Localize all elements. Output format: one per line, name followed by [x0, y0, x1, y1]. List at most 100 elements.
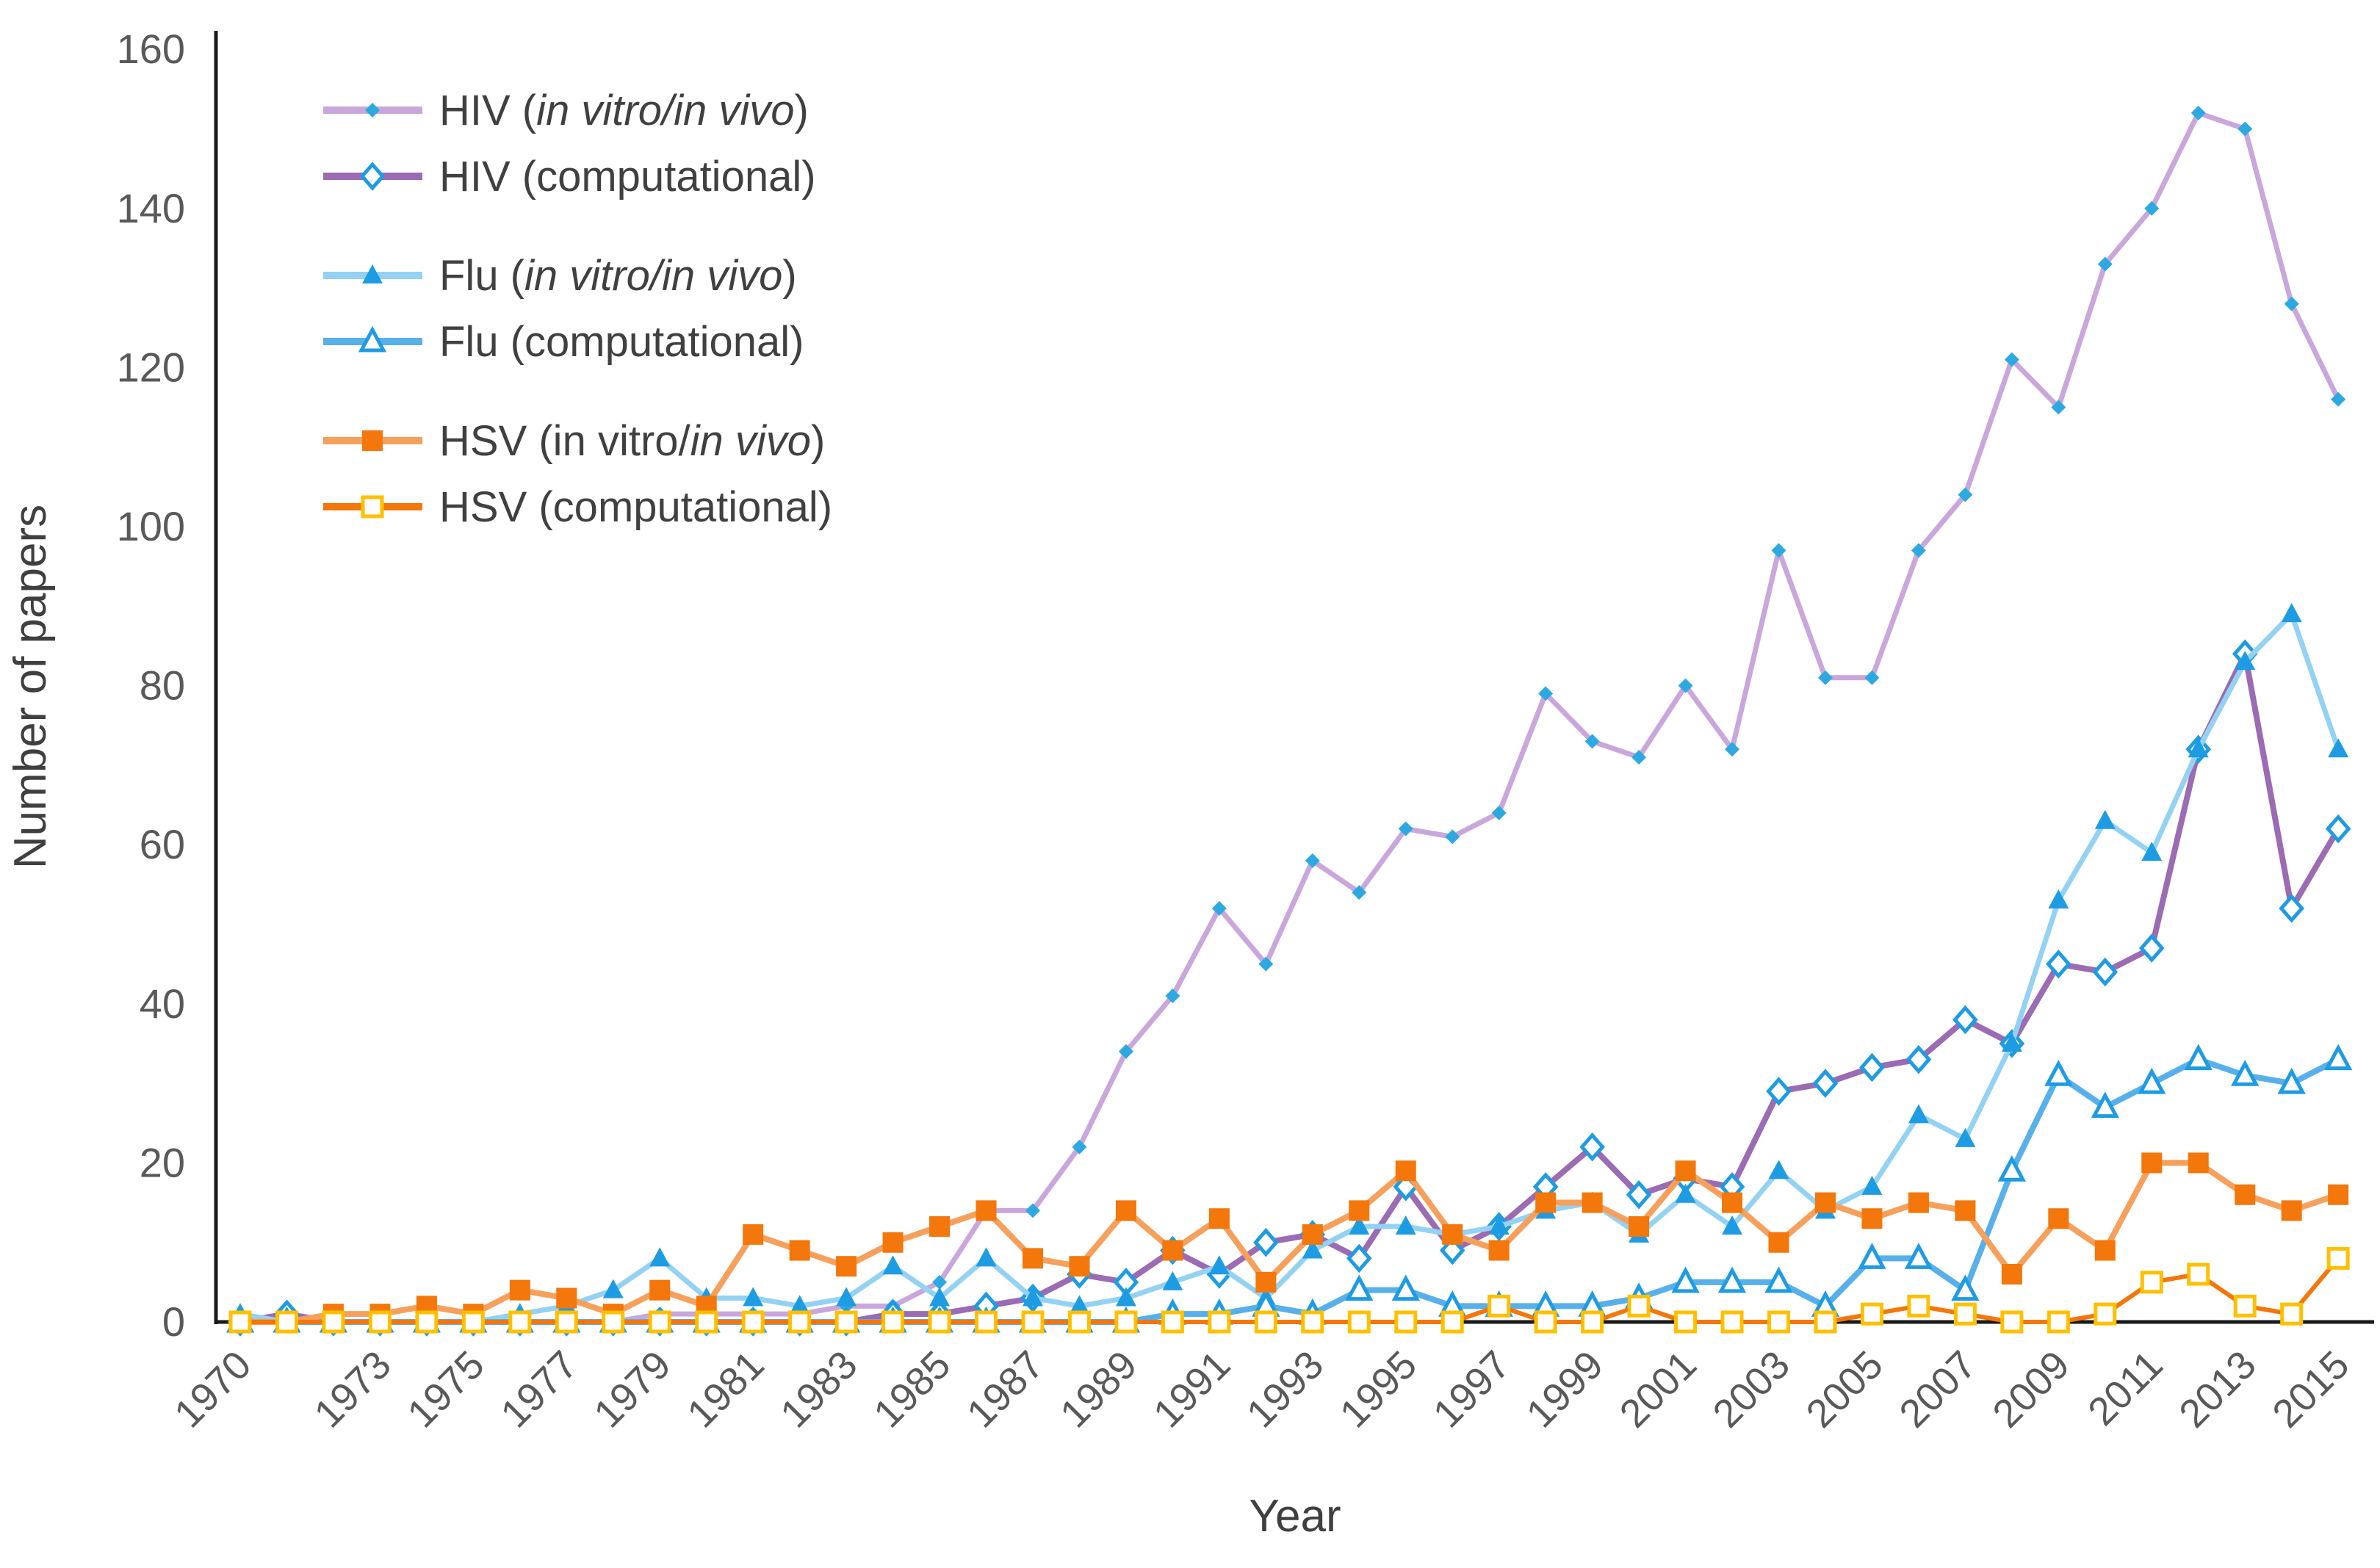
- marker-square: [1255, 1271, 1277, 1293]
- marker-open-diamond: [1766, 1077, 1792, 1106]
- marker-open-diamond: [2279, 894, 2305, 923]
- marker-square: [836, 1256, 857, 1277]
- marker-square: [1069, 1256, 1090, 1277]
- marker-open-square: [1581, 1310, 1604, 1334]
- marker-triangle: [2281, 603, 2302, 623]
- legend-label-hsv_vitro: HSV (in vitro/in vivo): [439, 417, 825, 465]
- y-tick-label: 100: [117, 503, 185, 549]
- marker-triangle: [1208, 1255, 1230, 1275]
- marker-open-square: [2280, 1302, 2304, 1326]
- marker-square: [1861, 1208, 1883, 1229]
- marker-open-square: [1674, 1310, 1698, 1334]
- marker-dot: [2004, 352, 2019, 367]
- marker-dot: [2097, 256, 2113, 272]
- marker-open-square: [1440, 1310, 1464, 1334]
- marker-open-diamond: [2046, 949, 2071, 979]
- marker-triangle: [2141, 842, 2163, 861]
- marker-open-square: [741, 1310, 765, 1334]
- marker-open-square: [975, 1310, 998, 1334]
- marker-square: [929, 1216, 951, 1238]
- marker-triangle: [1768, 1160, 1789, 1179]
- marker-triangle: [743, 1287, 764, 1307]
- marker-square: [1768, 1232, 1789, 1253]
- legend-item-hsv_comp: HSV (computational): [323, 483, 832, 531]
- marker-open-triangle: [1997, 1155, 2027, 1182]
- marker-open-square: [1347, 1310, 1371, 1334]
- marker-open-diamond: [2092, 957, 2118, 987]
- marker-dot: [1352, 885, 1367, 900]
- marker-open-triangle: [1717, 1266, 1747, 1293]
- marker-square: [2094, 1240, 2116, 1261]
- marker-open-square: [275, 1310, 298, 1334]
- marker-open-square: [508, 1310, 532, 1334]
- marker-open-square: [1534, 1310, 1557, 1334]
- marker-dot: [2331, 391, 2346, 407]
- marker-dot: [1631, 750, 1647, 765]
- marker-square: [1675, 1160, 1696, 1182]
- legend-label-hiv_comp: HIV (computational): [439, 153, 816, 200]
- marker-dot: [1305, 853, 1320, 868]
- marker-square: [1722, 1192, 1743, 1213]
- marker-open-square: [2047, 1310, 2070, 1334]
- legend-label-flu_comp: Flu (computational): [439, 318, 804, 366]
- marker-square: [649, 1279, 671, 1301]
- marker-square: [556, 1287, 577, 1309]
- marker-open-diamond: [359, 162, 386, 191]
- marker-dot: [932, 1274, 948, 1290]
- series-hsv_vitro: [230, 1152, 2349, 1332]
- marker-dot: [1771, 543, 1786, 558]
- marker-triangle: [1115, 1287, 1136, 1307]
- marker-square: [362, 430, 383, 451]
- marker-square: [1302, 1224, 1323, 1245]
- marker-square: [1349, 1200, 1370, 1221]
- marker-dot: [1072, 1139, 1087, 1155]
- marker-dot: [1491, 805, 1507, 820]
- marker-open-square: [1488, 1294, 1511, 1318]
- marker-dot: [1725, 742, 1740, 757]
- marker-open-square: [1254, 1310, 1277, 1334]
- series-hsv_comp: [228, 1246, 2350, 1334]
- series-line-flu_vitro: [237, 611, 2341, 1325]
- marker-square: [1115, 1200, 1136, 1221]
- marker-square: [1208, 1208, 1230, 1229]
- marker-square: [1955, 1200, 1976, 1221]
- marker-triangle: [1722, 1215, 1743, 1235]
- y-tick-label: 20: [140, 1139, 185, 1185]
- legend-label-hsv_comp: HSV (computational): [439, 483, 832, 531]
- marker-open-diamond: [1812, 1069, 1839, 1098]
- marker-triangle: [929, 1287, 951, 1307]
- marker-open-square: [1394, 1310, 1418, 1334]
- marker-triangle: [1675, 1183, 1696, 1203]
- y-tick-label: 120: [117, 344, 185, 390]
- marker-square: [882, 1232, 904, 1253]
- marker-dot: [1025, 1203, 1040, 1218]
- marker-open-triangle: [2091, 1091, 2119, 1119]
- marker-open-square: [2094, 1302, 2117, 1326]
- marker-open-square: [602, 1310, 625, 1334]
- legend-label-flu_vitro: Flu (in vitro/in vivo): [439, 252, 797, 300]
- marker-triangle: [2328, 738, 2349, 758]
- y-tick-label: 160: [117, 26, 185, 72]
- marker-open-square: [881, 1310, 905, 1334]
- marker-square: [1814, 1192, 1836, 1213]
- y-tick-label: 40: [140, 980, 185, 1027]
- legend-item-hiv_vitro: HIV (in vitro/in vivo): [323, 87, 809, 134]
- marker-open-square: [2187, 1262, 2210, 1286]
- legend-item-hsv_vitro: HSV (in vitro/in vivo): [323, 417, 825, 465]
- marker-open-square: [788, 1310, 812, 1334]
- marker-triangle: [1955, 1127, 1976, 1147]
- marker-square: [2281, 1200, 2302, 1221]
- marker-open-square: [834, 1310, 858, 1334]
- marker-dot: [1165, 988, 1180, 1003]
- marker-triangle: [789, 1295, 810, 1315]
- marker-triangle: [602, 1279, 624, 1298]
- marker-triangle: [1349, 1215, 1370, 1235]
- marker-dot: [2144, 200, 2160, 216]
- marker-open-triangle: [1391, 1274, 1420, 1301]
- legend-label-hiv_vitro: HIV (in vitro/in vivo): [439, 87, 809, 134]
- marker-triangle: [2094, 809, 2116, 829]
- marker-open-square: [2326, 1246, 2350, 1270]
- marker-open-triangle: [2231, 1059, 2260, 1086]
